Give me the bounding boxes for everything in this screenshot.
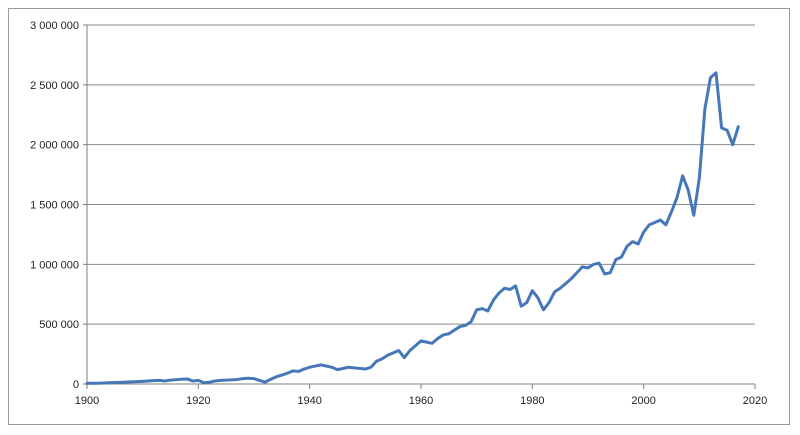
- y-tick-label: 3 000 000: [30, 20, 79, 32]
- x-tick-label: 1920: [186, 395, 210, 407]
- axes: [83, 24, 756, 389]
- tick-labels: 0 500 000 1 000 000 1 500 000 2 000 000 2 500…: [30, 20, 767, 407]
- gridlines: [87, 24, 755, 325]
- y-tick-label: 1 500 000: [30, 200, 79, 212]
- x-tick-label: 2020: [743, 395, 767, 407]
- x-tick-label: 1900: [75, 395, 99, 407]
- series-layer: [85, 71, 740, 385]
- y-tick-label: 0: [73, 379, 79, 391]
- chart-frame: 0 500 000 1 000 000 1 500 000 2 000 000 2 500…: [8, 8, 790, 425]
- y-tick-label: 1 000 000: [30, 259, 79, 271]
- y-tick-label: 2 000 000: [30, 140, 79, 152]
- x-tick-label: 1980: [520, 395, 544, 407]
- y-tick-label: 500 000: [39, 319, 79, 331]
- line-chart: 0 500 000 1 000 000 1 500 000 2 000 000 2 500…: [30, 20, 767, 407]
- x-tick-label: 2000: [631, 395, 655, 407]
- y-tick-label: 2 500 000: [30, 80, 79, 92]
- series-line: [85, 71, 740, 385]
- x-tick-label: 1960: [409, 395, 433, 407]
- x-tick-label: 1940: [297, 395, 321, 407]
